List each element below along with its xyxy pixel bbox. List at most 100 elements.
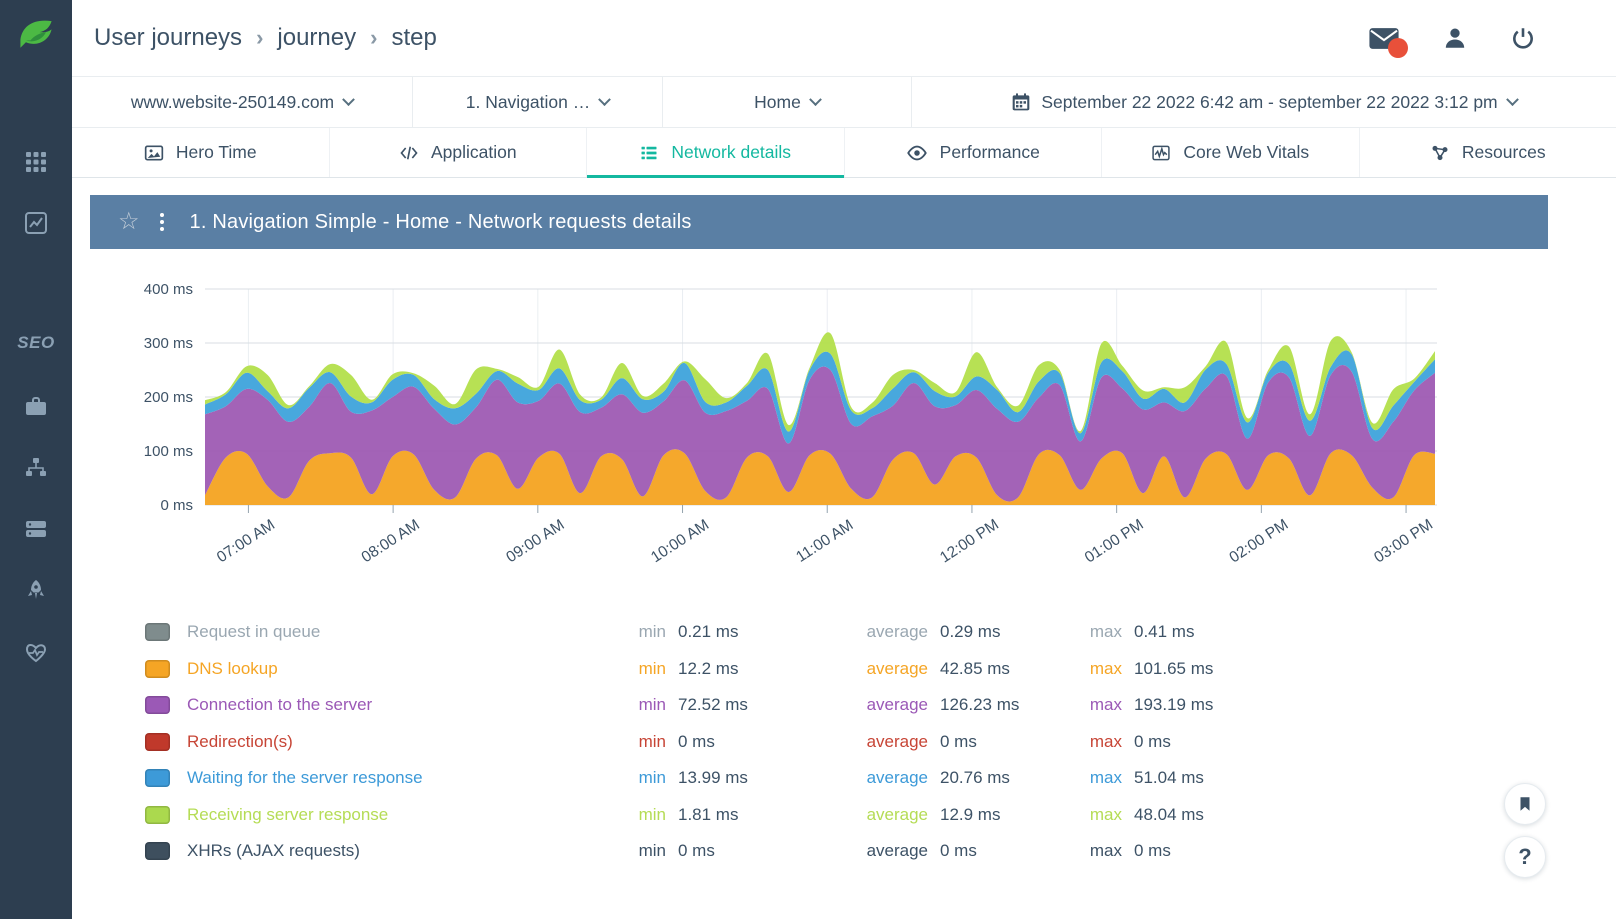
breadcrumb-journey[interactable]: journey	[277, 24, 357, 51]
legend-row-receiving-server-response[interactable]: Receiving server response min 1.81 ms avera…	[145, 797, 1548, 834]
help-button[interactable]: ?	[1504, 836, 1546, 878]
panel-menu-button[interactable]	[159, 213, 164, 231]
breadcrumb-separator: ›	[370, 25, 378, 50]
tab-label: Core Web Vitals	[1183, 142, 1310, 162]
legend-row-waiting-for-the-server-response[interactable]: Waiting for the server response min 13.99 …	[145, 760, 1548, 797]
legend-min-value: 1.81 ms	[678, 804, 739, 824]
rocket-icon[interactable]	[0, 578, 72, 602]
website-dropdown[interactable]: www.website-250149.com	[72, 77, 413, 127]
network-requests-chart[interactable]: 0 ms 100 ms 200 ms 300 ms 400 ms 07:00 AM 08:0…	[90, 249, 1548, 583]
date-range-picker[interactable]: September 22 2022 6:42 am - september 22…	[912, 77, 1616, 127]
legend-min-value: 13.99 ms	[678, 768, 748, 788]
legend-min-value: 72.52 ms	[678, 695, 748, 715]
server-icon[interactable]	[0, 517, 72, 541]
legend-average-label: average	[866, 768, 928, 788]
panel-title: 1. Navigation Simple - Home - Network re…	[189, 210, 692, 233]
tab-hero-time[interactable]: Hero Time	[72, 128, 330, 177]
seo-section-label[interactable]: SEO	[0, 333, 72, 353]
legend-average-label: average	[866, 695, 928, 715]
website-dropdown-value: www.website-250149.com	[130, 91, 335, 112]
tab-performance[interactable]: Performance	[845, 128, 1102, 177]
account-button[interactable]	[1442, 25, 1468, 51]
seo-label: SEO	[17, 333, 55, 352]
legend-max-value: 0 ms	[1134, 731, 1171, 751]
favorite-star-icon[interactable]: ☆	[118, 208, 140, 235]
breadcrumb-user-journeys[interactable]: User journeys	[94, 24, 243, 51]
svg-text:300 ms: 300 ms	[144, 335, 193, 352]
svg-text:09:00 AM: 09:00 AM	[503, 516, 567, 566]
network-details-icon	[639, 143, 659, 163]
legend-min-value: 12.2 ms	[678, 658, 739, 678]
tab-label: Application	[430, 142, 517, 162]
legend-series-name: XHRs (AJAX requests)	[187, 841, 360, 861]
legend-max-value: 101.65 ms	[1134, 658, 1214, 678]
svg-text:11:00 AM: 11:00 AM	[793, 517, 856, 566]
legend-average-value: 20.76 ms	[940, 768, 1010, 788]
bookmark-button[interactable]	[1504, 783, 1546, 825]
legend-max-label: max	[1089, 841, 1122, 861]
step-dropdown[interactable]: 1. Navigation …	[413, 77, 663, 127]
chevron-down-icon	[342, 92, 356, 106]
tab-label: Hero Time	[175, 142, 257, 162]
legend-average-value: 0 ms	[940, 841, 977, 861]
legend-max-label: max	[1089, 768, 1122, 788]
panel-header: ☆ 1. Navigation Simple - Home - Network …	[90, 195, 1548, 249]
messages-button[interactable]	[1368, 26, 1408, 58]
chevron-down-icon	[598, 92, 612, 106]
analytics-chart-icon[interactable]	[0, 211, 72, 235]
briefcase-icon[interactable]	[0, 395, 72, 419]
apps-grid-icon[interactable]	[0, 150, 72, 174]
legend-row-connection-to-the-server[interactable]: Connection to the server min 72.52 ms avera…	[145, 687, 1548, 724]
sidebar: SEO	[0, 0, 72, 919]
svg-text:03:00 PM: 03:00 PM	[1371, 516, 1436, 566]
legend-swatch	[145, 659, 170, 678]
legend-max-label: max	[1089, 622, 1122, 642]
legend-row-xhrs-ajax-requests-[interactable]: XHRs (AJAX requests) min 0 ms average 0 ms ma…	[145, 833, 1548, 870]
sitemap-icon[interactable]	[0, 456, 72, 480]
bookmark-icon	[1520, 797, 1530, 811]
legend-series-name: Connection to the server	[187, 695, 373, 715]
legend-max-value: 0.41 ms	[1134, 622, 1195, 642]
svg-text:400 ms: 400 ms	[144, 281, 193, 298]
legend-min-label: min	[638, 695, 666, 715]
legend-average-label: average	[866, 804, 928, 824]
legend-min-label: min	[638, 658, 666, 678]
legend-row-dns-lookup[interactable]: DNS lookup min 12.2 ms average 42.85 ms max 10…	[145, 651, 1548, 688]
page-dropdown[interactable]: Home	[663, 77, 912, 127]
question-mark-icon: ?	[1518, 844, 1532, 869]
legend-max-label: max	[1089, 695, 1122, 715]
legend-swatch	[145, 769, 170, 788]
app-logo-icon[interactable]	[0, 10, 72, 58]
legend-series-name: Waiting for the server response	[187, 768, 423, 788]
logout-button[interactable]	[1510, 25, 1536, 51]
legend-swatch	[145, 732, 170, 751]
legend-average-label: average	[866, 658, 928, 678]
legend-average-value: 126.23 ms	[940, 695, 1020, 715]
svg-text:01:00 PM: 01:00 PM	[1082, 516, 1147, 566]
chart-legend: Request in queue min 0.21 ms average 0.29 ms…	[90, 614, 1548, 870]
power-icon	[1513, 28, 1533, 49]
svg-text:100 ms: 100 ms	[144, 443, 193, 460]
legend-min-value: 0 ms	[678, 731, 715, 751]
legend-row-redirection-s-[interactable]: Redirection(s) min 0 ms average 0 ms max 0 ms	[145, 724, 1548, 761]
health-heart-icon[interactable]	[0, 641, 72, 665]
legend-average-value: 12.9 ms	[940, 804, 1001, 824]
person-icon	[1445, 28, 1465, 48]
legend-min-label: min	[638, 841, 666, 861]
hero-time-icon	[144, 143, 164, 163]
tab-core-web-vitals[interactable]: Core Web Vitals	[1102, 128, 1360, 177]
application-icon	[399, 143, 419, 163]
legend-average-label: average	[866, 841, 928, 861]
legend-max-label: max	[1089, 731, 1122, 751]
legend-average-label: average	[866, 731, 928, 751]
tab-application[interactable]: Application	[330, 128, 587, 177]
legend-min-label: min	[638, 731, 666, 751]
tab-resources[interactable]: Resources	[1360, 128, 1616, 177]
legend-min-value: 0 ms	[678, 841, 715, 861]
tab-network-details[interactable]: Network details	[587, 128, 845, 178]
legend-swatch	[145, 696, 170, 715]
svg-text:12:00 PM: 12:00 PM	[937, 516, 1002, 566]
legend-row-request-in-queue[interactable]: Request in queue min 0.21 ms average 0.29 ms…	[145, 614, 1548, 651]
page-dropdown-value: Home	[754, 91, 801, 112]
legend-swatch	[145, 842, 170, 861]
